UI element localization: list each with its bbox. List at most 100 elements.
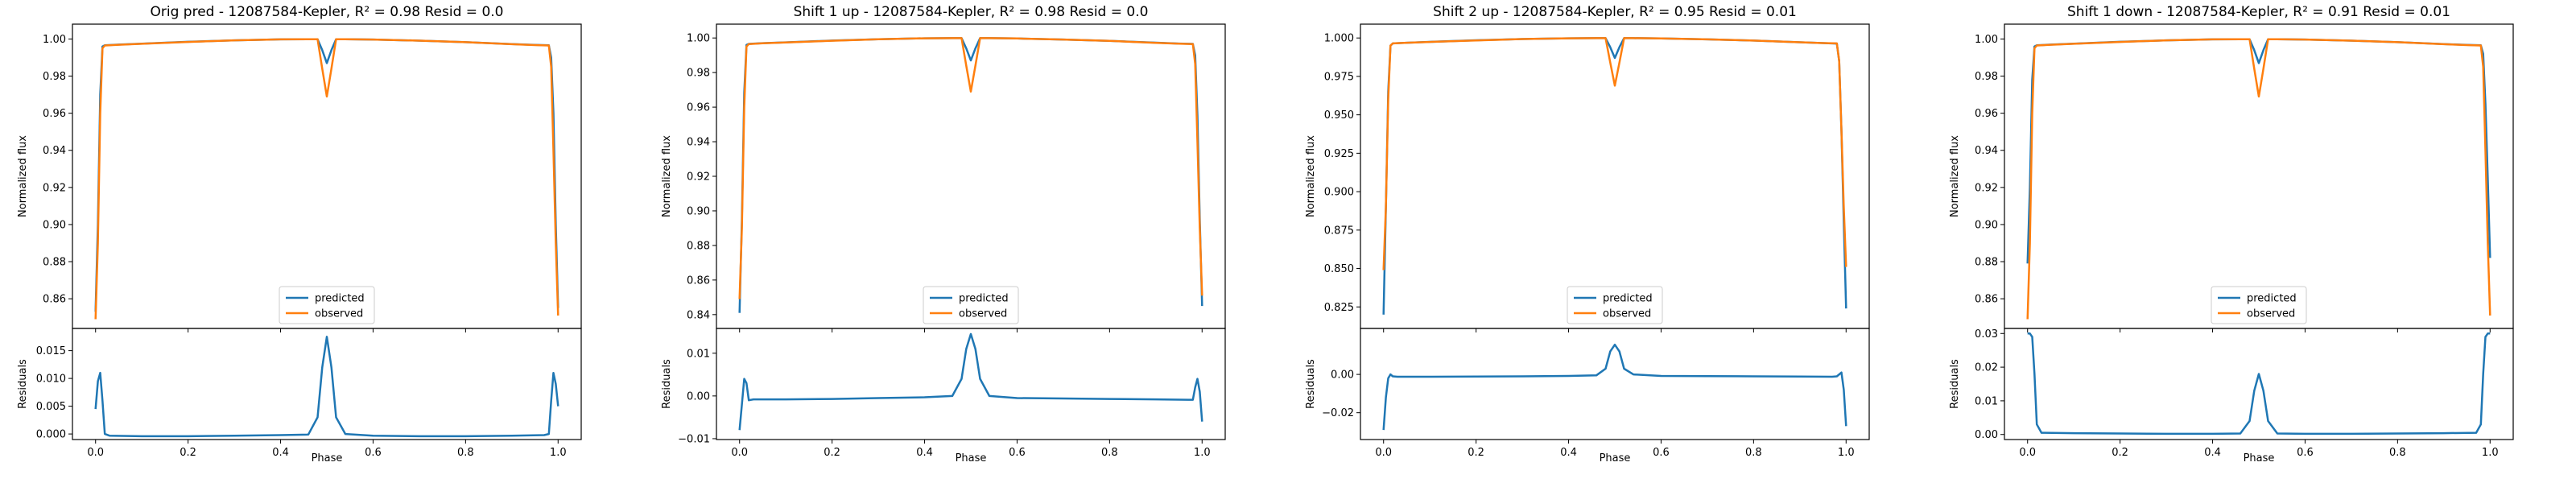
ytick-label: 0.98 (1975, 71, 1998, 83)
flux-axes-frame (1360, 23, 1870, 329)
xtick-label: 0.0 (1375, 447, 1392, 459)
residual-line (1382, 343, 1847, 431)
residual-line (2027, 332, 2491, 436)
xtick-label: 0.4 (272, 447, 289, 459)
legend-label-observed: observed (1603, 308, 1651, 320)
xtick-label: 0.8 (1101, 447, 1118, 459)
legend-label-observed: observed (959, 308, 1007, 320)
flux-axes-frame (72, 23, 582, 329)
x-axis-label: Phase (2244, 452, 2275, 464)
xtick-label: 1.0 (1838, 447, 1855, 459)
x-axis-label: Phase (312, 452, 343, 464)
ytick-label: 0.96 (687, 102, 710, 114)
ytick-label: −0.01 (678, 433, 710, 445)
residual-axes-frame (2004, 328, 2514, 440)
ytick-label: 0.00 (1975, 429, 1998, 441)
xtick-label: 0.8 (457, 447, 474, 459)
xtick-label: 0.6 (1009, 447, 1026, 459)
flux-axes-frame (716, 23, 1226, 329)
legend: predicted observed (2211, 286, 2307, 324)
ytick-label: 0.00 (687, 390, 710, 402)
legend-box (923, 286, 1019, 324)
legend: predicted observed (1567, 286, 1663, 324)
ytick-label: 0.02 (1975, 362, 1998, 374)
legend-box (1567, 286, 1663, 324)
ytick-label: 0.88 (1975, 257, 1998, 269)
ytick-label: 1.00 (687, 33, 710, 45)
xtick-label: 0.2 (1468, 447, 1484, 459)
xtick-label: 0.0 (87, 447, 104, 459)
series-line-predicted (738, 37, 1203, 313)
legend-label-observed: observed (2247, 308, 2295, 320)
series-line-predicted (94, 38, 559, 312)
ytick-label: 0.96 (1975, 108, 1998, 120)
ytick-label: 0.86 (1975, 294, 1998, 306)
ytick-label: 0.90 (1975, 219, 1998, 231)
xtick-label: 0.2 (2112, 447, 2128, 459)
y-axis-label-flux: Normalized flux (1305, 135, 1317, 217)
x-axis-label: Phase (1600, 452, 1631, 464)
residual-axes-frame (72, 328, 582, 440)
xtick-label: 0.6 (2297, 447, 2314, 459)
xtick-label: 0.6 (1653, 447, 1670, 459)
ytick-label: 0.010 (36, 374, 66, 386)
ytick-label: 0.005 (36, 401, 66, 413)
ytick-label: 0.90 (687, 205, 710, 217)
ytick-label: 0.94 (43, 145, 66, 157)
ytick-label: 0.92 (687, 171, 710, 184)
legend: predicted observed (279, 286, 375, 324)
ytick-label: 0.92 (43, 182, 66, 194)
ytick-label: 0.01 (1975, 395, 1998, 407)
xtick-label: 1.0 (2482, 447, 2499, 459)
ytick-label: 0.01 (687, 348, 710, 360)
x-axis-label: Phase (956, 452, 987, 464)
ytick-label: 1.00 (1975, 34, 1998, 46)
residual-axes-frame (1360, 328, 1870, 440)
chart-panel-3: Shift 2 up - 12087584-Kepler, R² = 0.95 … (1305, 4, 1870, 464)
residual-axes-frame (716, 328, 1226, 440)
flux-axes-frame (2004, 23, 2514, 329)
xtick-label: 0.2 (824, 447, 840, 459)
legend-label-predicted: predicted (1603, 293, 1653, 305)
xtick-label: 0.4 (1560, 447, 1577, 459)
chart-panel-2: Shift 1 up - 12087584-Kepler, R² = 0.98 … (661, 4, 1226, 464)
ytick-label: 0.000 (36, 429, 66, 441)
xtick-label: 1.0 (1194, 447, 1211, 459)
legend-label-predicted: predicted (2247, 293, 2297, 305)
ytick-label: 0.92 (1975, 182, 1998, 194)
ytick-label: 0.875 (1324, 225, 1354, 237)
series-line-predicted (2026, 38, 2491, 264)
y-axis-label-residuals: Residuals (1949, 359, 1961, 409)
residual-line (94, 336, 559, 438)
y-axis-label-flux: Normalized flux (661, 135, 673, 217)
series-line-observed (1382, 37, 1847, 270)
y-axis-label-residuals: Residuals (1305, 359, 1317, 409)
ytick-label: 0.03 (1975, 328, 1998, 341)
ytick-label: 0.00 (1331, 369, 1354, 382)
ytick-label: 0.98 (43, 71, 66, 83)
xtick-label: 0.8 (1745, 447, 1762, 459)
chart-title: Orig pred - 12087584-Kepler, R² = 0.98 R… (151, 4, 504, 20)
ytick-label: 0.88 (43, 257, 66, 269)
ytick-label: 1.00 (43, 34, 66, 46)
ytick-label: 1.000 (1324, 33, 1354, 45)
y-axis-label-residuals: Residuals (17, 359, 29, 409)
legend: predicted observed (923, 286, 1019, 324)
chart-title: Shift 2 up - 12087584-Kepler, R² = 0.95 … (1433, 4, 1797, 20)
ytick-label: 0.975 (1324, 71, 1354, 83)
xtick-label: 0.8 (2389, 447, 2406, 459)
ytick-label: 0.90 (43, 219, 66, 231)
y-axis-label-flux: Normalized flux (1949, 135, 1961, 217)
xtick-label: 0.0 (731, 447, 748, 459)
ytick-label: 0.825 (1324, 302, 1354, 314)
legend-label-observed: observed (315, 308, 363, 320)
ytick-label: 0.84 (687, 309, 710, 321)
ytick-label: 0.950 (1324, 109, 1354, 122)
y-axis-label-residuals: Residuals (661, 359, 673, 409)
xtick-label: 1.0 (550, 447, 567, 459)
xtick-label: 0.4 (916, 447, 933, 459)
legend-box (2211, 286, 2307, 324)
xtick-label: 0.6 (365, 447, 382, 459)
xtick-label: 0.4 (2204, 447, 2221, 459)
